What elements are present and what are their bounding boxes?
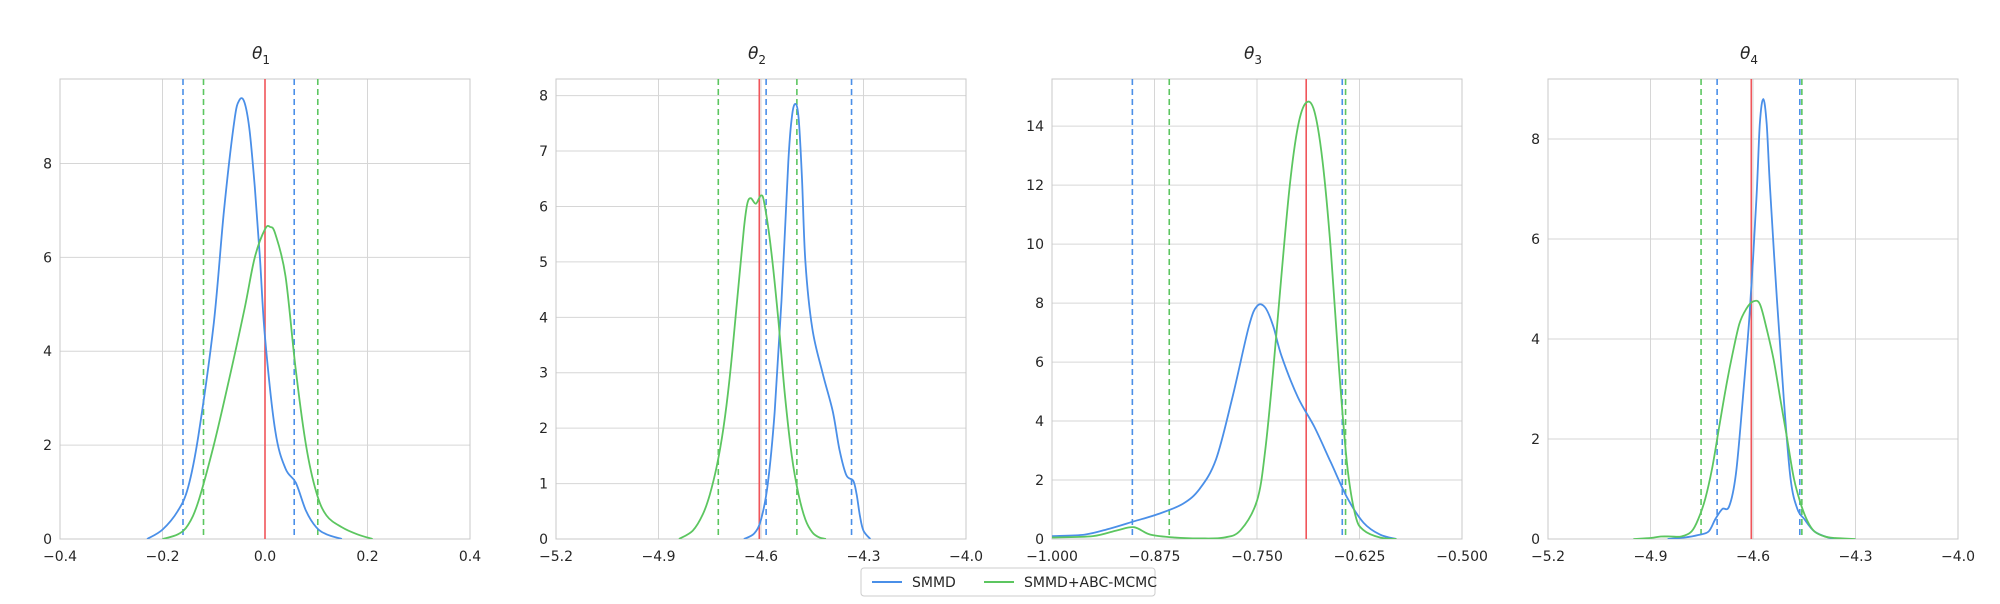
y-tick-label: 6 — [1035, 355, 1044, 371]
density-curve-smmd — [743, 102, 872, 539]
x-tick-label: −4.3 — [847, 549, 881, 565]
y-tick-label: 8 — [43, 156, 52, 172]
panel-title-symbol: θ — [748, 44, 759, 64]
panel-title-symbol: θ — [1244, 44, 1255, 64]
y-tick-label: 2 — [1035, 473, 1044, 489]
x-tick-label: −0.500 — [1436, 549, 1488, 565]
x-tick-label: −4.9 — [1634, 549, 1668, 565]
density-curve-smmd — [1667, 98, 1839, 539]
x-tick-label: −1.000 — [1026, 549, 1078, 565]
y-tick-label: 2 — [539, 421, 548, 437]
panel-theta1: −0.4 −0.2 0.0 0.2 0.4 0 2 4 6 8 θ1 — [43, 44, 481, 565]
panel-title-subscript: 2 — [758, 53, 766, 67]
density-curve-smmd — [1052, 303, 1397, 539]
x-tick-label: −4.6 — [744, 549, 778, 565]
y-tick-label: 8 — [539, 89, 548, 105]
x-tick-label: −0.4 — [43, 549, 77, 565]
y-tick-label: 6 — [539, 199, 548, 215]
y-tick-label: 3 — [539, 366, 548, 382]
x-tick-label: 0.4 — [459, 549, 481, 565]
panel-title: θ4 — [1740, 44, 1758, 67]
y-tick-label: 8 — [1035, 296, 1044, 312]
panel-theta3: −1.000 −0.875 −0.750 −0.625 −0.500 0 2 4 6 8 10 12 1… — [1026, 44, 1488, 565]
panel-title: θ3 — [1244, 44, 1262, 67]
y-tick-label: 2 — [1531, 432, 1540, 448]
x-tick-label: −5.2 — [1531, 549, 1565, 565]
y-tick-label: 1 — [539, 477, 548, 493]
plot-frame — [1547, 78, 1959, 540]
y-tick-label: 4 — [1531, 332, 1540, 348]
x-tick-label: −4.0 — [1941, 549, 1975, 565]
x-tick-label: 0.2 — [356, 549, 378, 565]
x-tick-label: −4.0 — [949, 549, 983, 565]
y-tick-label: 2 — [43, 438, 52, 454]
y-tick-label: 0 — [1531, 532, 1540, 548]
y-tick-label: 10 — [1026, 237, 1044, 253]
legend[interactable]: SMMD SMMD+ABC-MCMC — [860, 567, 1157, 597]
panel-title-subscript: 3 — [1254, 53, 1262, 67]
density-curve-smmd-abc-mcmc — [1052, 100, 1397, 539]
y-tick-label: 7 — [539, 144, 548, 160]
x-tick-label: −0.2 — [146, 549, 180, 565]
x-tick-label: −4.9 — [642, 549, 676, 565]
y-tick-label: 0 — [539, 532, 548, 548]
legend-label-smmd: SMMD — [912, 575, 956, 591]
x-tick-label: −0.750 — [1231, 549, 1283, 565]
x-tick-label: −0.625 — [1334, 549, 1386, 565]
y-tick-label: 14 — [1026, 119, 1044, 135]
y-tick-label: 5 — [539, 255, 548, 271]
density-curve-smmd-abc-mcmc — [162, 224, 373, 539]
x-tick-label: −5.2 — [539, 549, 573, 565]
y-tick-label: 4 — [539, 310, 548, 326]
y-tick-label: 8 — [1531, 132, 1540, 148]
y-tick-label: 12 — [1026, 178, 1044, 194]
y-tick-label: 6 — [43, 250, 52, 266]
density-curve-smmd-abc-mcmc — [678, 194, 827, 539]
panel-title-symbol: θ — [252, 44, 263, 64]
panel-title-symbol: θ — [1740, 44, 1751, 64]
density-curve-smmd — [146, 97, 343, 539]
panel-title: θ2 — [748, 44, 766, 67]
x-tick-label: −4.6 — [1736, 549, 1770, 565]
y-tick-label: 4 — [43, 344, 52, 360]
x-tick-label: −4.3 — [1839, 549, 1873, 565]
x-tick-label: 0.0 — [254, 549, 276, 565]
x-tick-label: −0.875 — [1129, 549, 1181, 565]
panel-title-subscript: 1 — [262, 53, 270, 67]
panel-title-subscript: 4 — [1750, 53, 1758, 67]
plot-frame — [555, 78, 967, 540]
panel-title: θ1 — [252, 44, 270, 67]
y-tick-label: 6 — [1531, 232, 1540, 248]
density-curve-smmd-abc-mcmc — [1633, 299, 1856, 539]
y-tick-label: 4 — [1035, 414, 1044, 430]
plot-frame — [1051, 78, 1463, 540]
y-tick-label: 0 — [1035, 532, 1044, 548]
y-tick-label: 0 — [43, 532, 52, 548]
legend-label-smmd-abc-mcmc: SMMD+ABC-MCMC — [1024, 575, 1157, 591]
